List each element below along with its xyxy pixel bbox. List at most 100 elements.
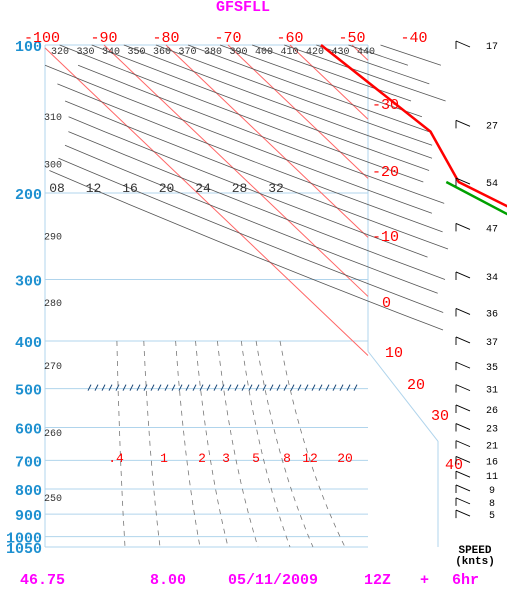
temperature-label-10: 10 — [385, 345, 403, 362]
dry-adiabat-290 — [68, 116, 428, 258]
mixing-ratio-line-3 — [195, 340, 229, 548]
temperature-label--60: -60 — [276, 30, 303, 47]
dry-adiabat-330 — [77, 64, 445, 204]
theta-label-370: 370 — [178, 47, 196, 58]
footer-longitude: 8.00 — [150, 572, 186, 589]
mixing-ratio-label-5: 8 — [283, 451, 291, 466]
cloud-band-mark — [346, 384, 351, 391]
theta-label-340: 340 — [102, 47, 120, 58]
mixing-ratio-label-0: .4 — [108, 451, 124, 466]
cloud-band-mark — [87, 384, 92, 391]
pressure-label-800: 800 — [15, 483, 42, 500]
theta-label-250: 250 — [44, 494, 62, 505]
pressure-label-1000: 1000 — [6, 531, 42, 548]
pressure-label-200: 200 — [15, 187, 42, 204]
wind-speed-label-7: 35 — [486, 363, 498, 374]
wind-speed-label-16: 5 — [489, 511, 495, 522]
cloud-band-mark — [262, 384, 267, 391]
dry-adiabat-420 — [316, 44, 430, 85]
wind-speed-label-9: 26 — [486, 406, 498, 417]
cloud-band-mark — [206, 384, 211, 391]
wind-speed-label-15: 8 — [489, 499, 495, 510]
mixing-ratio-label-2: 2 — [198, 451, 206, 466]
theta-label-430: 430 — [331, 47, 349, 58]
wind-speed-label-6: 37 — [486, 338, 498, 349]
cloud-band-mark — [101, 384, 106, 391]
wind-speed-label-11: 21 — [486, 442, 498, 453]
footer-latitude: 46.75 — [20, 572, 65, 589]
temperature-profile — [320, 44, 507, 208]
theta-label-290: 290 — [44, 232, 62, 243]
wind-barb-2 — [455, 177, 471, 185]
dry-adiabat-430 — [348, 44, 409, 66]
cloud-band-mark — [290, 384, 295, 391]
wind-speed-label-0: 17 — [486, 42, 498, 53]
cloud-band-mark — [171, 384, 176, 391]
wind-barb-5 — [455, 308, 471, 315]
dry-adiabat-260 — [58, 157, 444, 313]
cloud-band-mark — [94, 384, 99, 391]
theta-label-390: 390 — [229, 47, 247, 58]
cloud-band-mark — [199, 384, 204, 391]
theta-label-330: 330 — [76, 47, 94, 58]
cloud-band-mark — [269, 384, 274, 391]
isotherm--100 — [44, 47, 369, 356]
wind-barb-13 — [455, 470, 471, 478]
axis-labels: 10020030040050060070080090010001050-100-… — [6, 30, 463, 558]
temperature-label-20: 20 — [407, 377, 425, 394]
footer-date: 05/11/2009 — [228, 572, 318, 589]
theta-label-300: 300 — [44, 160, 62, 171]
cloud-band-mark — [122, 384, 127, 391]
dry-adiabat-380 — [187, 44, 429, 132]
mixing-ratio-label-6: 12 — [302, 451, 318, 466]
mixing-ratio-line-4 — [217, 340, 259, 548]
temperature-label--50: -50 — [338, 30, 365, 47]
dry-adiabat-350 — [91, 44, 430, 171]
dry-adiabat-410 — [284, 44, 446, 102]
mixing-ratio-label-4: 5 — [252, 451, 260, 466]
theta-label-320: 320 — [51, 47, 69, 58]
sounding-profiles — [320, 44, 507, 216]
cloud-band-mark — [185, 384, 190, 391]
mixing-ratio-upper-label-4: 24 — [195, 181, 211, 196]
dry-adiabat-320 — [44, 64, 433, 214]
cloud-band-mark — [115, 384, 120, 391]
speed-label: SPEED — [458, 545, 491, 557]
temperature-label--30: -30 — [372, 97, 399, 114]
pressure-label-900: 900 — [15, 508, 42, 525]
cloud-band-mark — [353, 384, 358, 391]
temperature-label--20: -20 — [372, 164, 399, 181]
temperature-label--10: -10 — [372, 229, 399, 246]
wind-barb-15 — [455, 497, 471, 505]
wind-speed-label-8: 31 — [486, 386, 498, 397]
mixing-ratio-line-7 — [279, 340, 346, 548]
mixing-ratio-line-1 — [143, 340, 161, 548]
theta-label-260: 260 — [44, 429, 62, 440]
cloud-band-mark — [178, 384, 183, 391]
cloud-band-mark — [150, 384, 155, 391]
wind-barb-14 — [455, 484, 471, 492]
wind-speed-label-14: 9 — [489, 486, 495, 497]
pressure-label-400: 400 — [15, 335, 42, 352]
wind-speed-label-2: 54 — [486, 179, 498, 190]
speed-units-label: (knts) — [455, 556, 495, 568]
wind-speed-label-5: 36 — [486, 309, 498, 320]
footer-cycle: 12Z — [364, 572, 391, 589]
temperature-label--70: -70 — [214, 30, 241, 47]
cloud-band-mark — [283, 384, 288, 391]
theta-label-410: 410 — [280, 47, 298, 58]
mixing-ratio-line-2 — [175, 340, 201, 548]
dry-adiabats — [44, 44, 449, 331]
chart-title: GFSFLL — [216, 0, 270, 16]
wind-barb-8 — [455, 384, 471, 392]
mixing-ratio-line-5 — [240, 340, 291, 548]
cloud-band-mark — [339, 384, 344, 391]
wind-speed-label-10: 23 — [486, 425, 498, 436]
right-boundary — [367, 351, 439, 547]
theta-label-280: 280 — [44, 299, 62, 310]
wind-speed-label-13: 11 — [486, 472, 498, 483]
cloud-band-mark — [304, 384, 309, 391]
mixing-ratio-label-3: 3 — [222, 451, 230, 466]
pressure-label-500: 500 — [15, 383, 42, 400]
